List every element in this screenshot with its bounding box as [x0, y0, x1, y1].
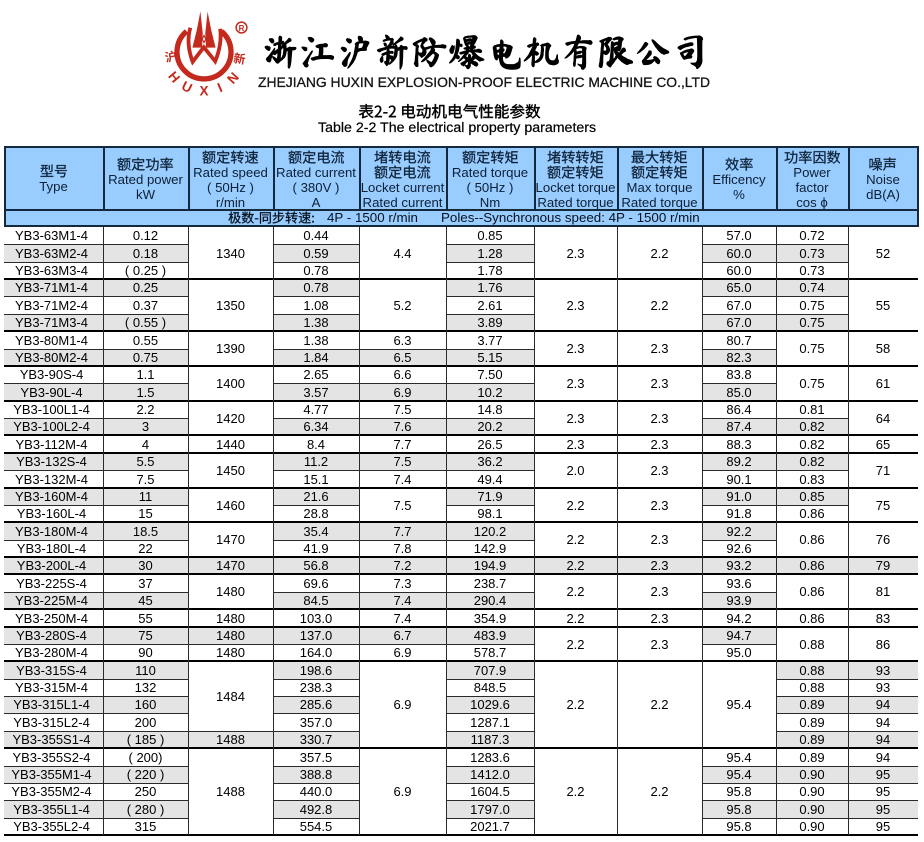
svg-text:H: H: [165, 69, 183, 86]
svg-text:R: R: [239, 24, 245, 33]
svg-text:N: N: [224, 69, 242, 86]
svg-text:U: U: [179, 78, 194, 96]
svg-text:I: I: [215, 80, 225, 95]
svg-text:X: X: [199, 84, 208, 99]
